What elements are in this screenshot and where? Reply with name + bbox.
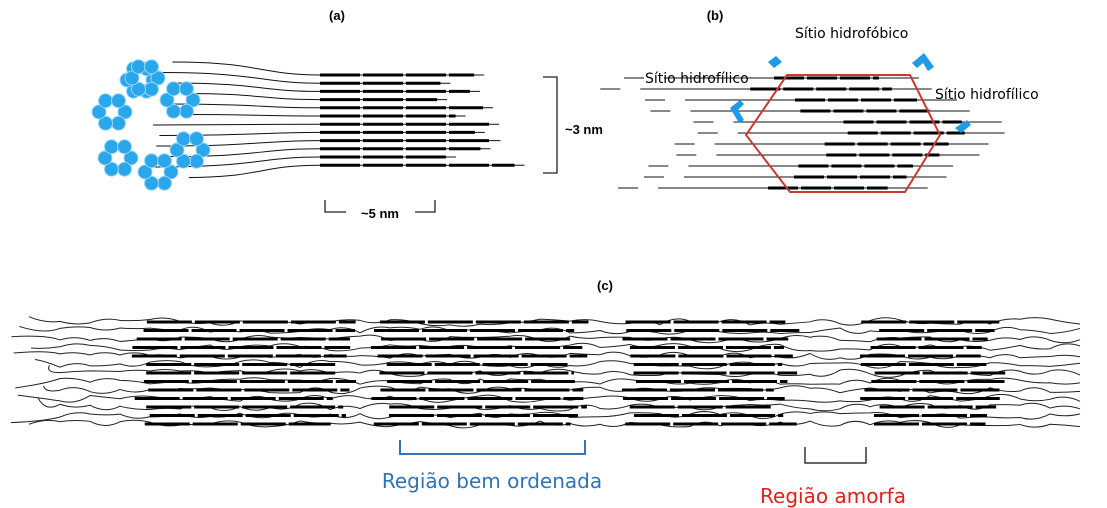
panel-label: (a) <box>329 8 345 23</box>
glucose-unit <box>167 82 181 96</box>
annotation: Região amorfa <box>760 484 906 508</box>
glucose-unit <box>190 154 204 168</box>
glucose-unit <box>158 154 172 168</box>
bracket <box>400 440 585 454</box>
glucose-unit <box>112 94 126 108</box>
glucose-unit <box>180 82 194 96</box>
drawing <box>11 53 1080 428</box>
glucose-unit <box>105 140 119 154</box>
glucose-unit <box>118 162 132 176</box>
bracket <box>543 77 557 173</box>
bracket <box>805 447 866 463</box>
chain <box>172 62 484 75</box>
site-marker <box>768 56 782 68</box>
glucose-unit <box>177 132 191 146</box>
dimension-label: ~3 nm <box>565 122 603 137</box>
dimension-label: ~5 nm <box>361 206 399 221</box>
glucose-unit <box>180 104 194 118</box>
glucose-unit <box>112 116 126 130</box>
figure: (a) ~3 nm ~5 nm (b) Sítio hidrofóbico Sí… <box>0 0 1107 508</box>
annotation: Sítio hidrofóbico <box>795 26 908 42</box>
glucose-unit <box>118 140 132 154</box>
glucose-unit <box>99 94 113 108</box>
site-marker <box>912 53 934 71</box>
annotation: Sítio hidrofílico <box>935 87 1039 103</box>
chain <box>189 165 525 177</box>
annotation: Região bem ordenada <box>382 469 602 493</box>
panel-label: (b) <box>707 8 724 23</box>
panel-label: (c) <box>597 278 613 293</box>
glucose-unit <box>145 154 159 168</box>
glucose-unit <box>190 132 204 146</box>
annotation: Sítio hidrofílico <box>645 71 749 87</box>
glucose-unit <box>158 176 172 190</box>
glucose-unit <box>145 60 159 74</box>
glucose-unit <box>132 60 146 74</box>
glucose-unit <box>145 82 159 96</box>
